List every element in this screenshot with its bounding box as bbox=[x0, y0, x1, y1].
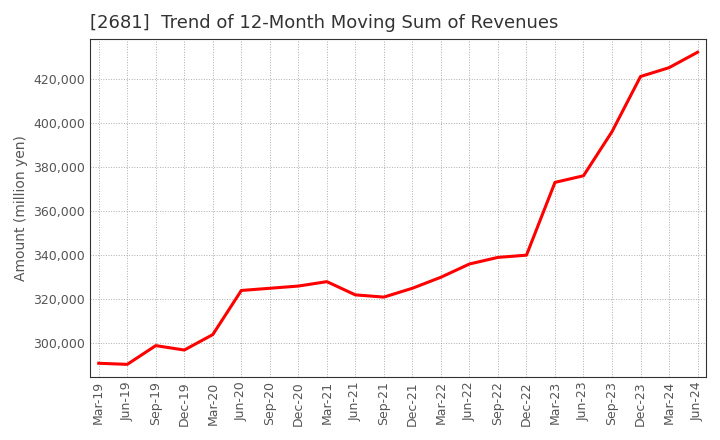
Y-axis label: Amount (million yen): Amount (million yen) bbox=[14, 135, 28, 281]
Text: [2681]  Trend of 12-Month Moving Sum of Revenues: [2681] Trend of 12-Month Moving Sum of R… bbox=[90, 14, 559, 32]
